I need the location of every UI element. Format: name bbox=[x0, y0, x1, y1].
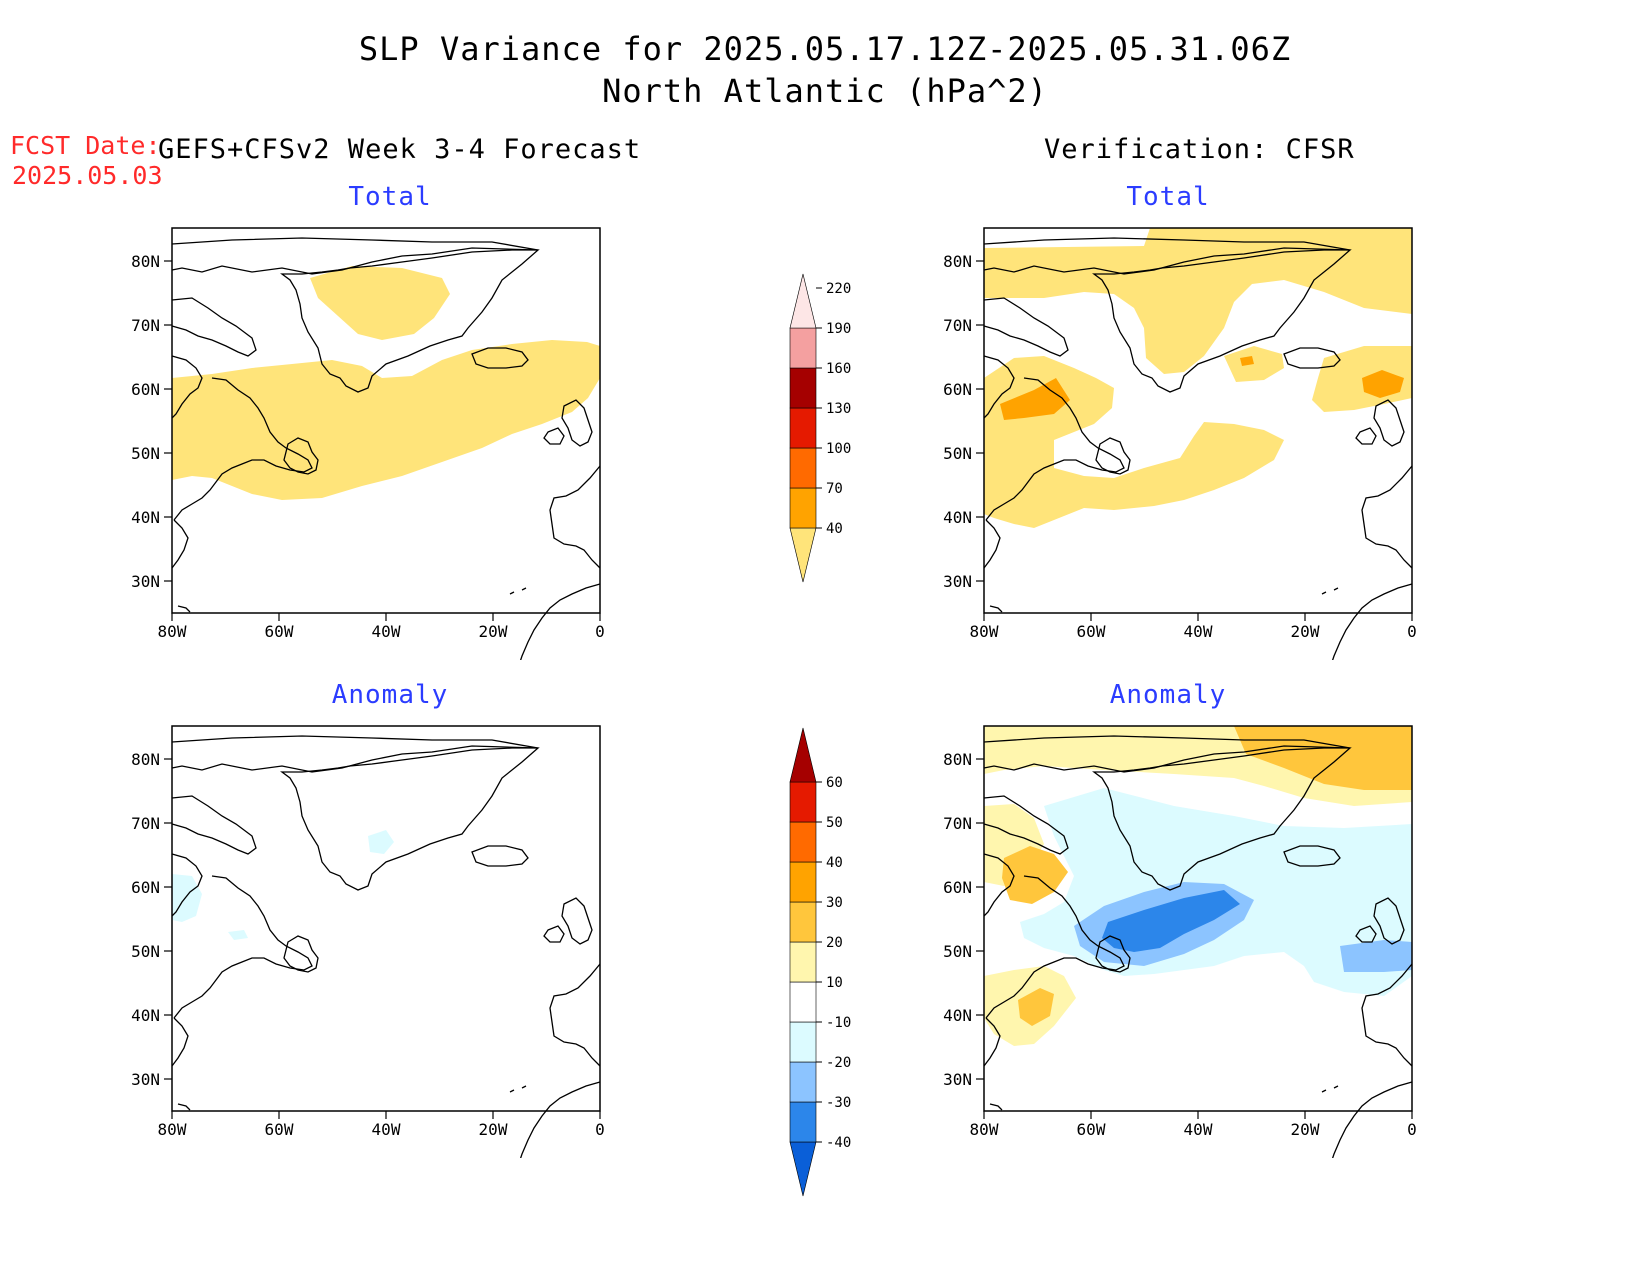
colorbar-segment bbox=[789, 821, 817, 863]
colorbar-segment bbox=[789, 447, 817, 489]
lat-tick-label: 50N bbox=[131, 444, 160, 463]
colorbar-label: 70 bbox=[826, 481, 843, 497]
forecast-header: GEFS+CFSv2 Week 3-4 Forecast bbox=[158, 134, 642, 165]
lon-tick-label: 20W bbox=[479, 622, 508, 641]
colorbar-segment bbox=[789, 941, 817, 983]
colorbar-label: -40 bbox=[826, 1135, 851, 1151]
lat-tick-label: 40N bbox=[943, 508, 972, 527]
lat-tick-label: 80N bbox=[131, 750, 160, 769]
lat-tick-label: 60N bbox=[943, 878, 972, 897]
colorbar-label: 30 bbox=[826, 895, 843, 911]
fcst-date-label: FCST Date: bbox=[10, 131, 161, 160]
lon-tick-label: 40W bbox=[372, 1120, 401, 1139]
colorbar-label: 220 bbox=[826, 281, 851, 297]
lon-tick-label: 0 bbox=[595, 1120, 605, 1139]
lat-tick-label: 30N bbox=[131, 572, 160, 591]
lon-tick-label: 60W bbox=[265, 622, 294, 641]
lon-tick-label: 0 bbox=[1407, 1120, 1417, 1139]
forecast-total-title: Total bbox=[348, 182, 432, 212]
lat-tick-label: 50N bbox=[131, 942, 160, 961]
verification-anomaly-map bbox=[983, 725, 1413, 1158]
main-subtitle: North Atlantic (hPa^2) bbox=[602, 72, 1048, 110]
colorbar-segment bbox=[789, 527, 817, 583]
fcst-date-value: 2025.05.03 bbox=[12, 161, 163, 190]
colorbar-segment bbox=[789, 1061, 817, 1103]
colorbar-segment bbox=[789, 781, 817, 823]
lon-tick-label: 80W bbox=[970, 1120, 999, 1139]
forecast-total-map bbox=[171, 227, 601, 660]
anomaly-colorbar: -40 -30 -20 -10 10 20 30 40 50 60 bbox=[789, 727, 851, 1197]
lat-tick-label: 40N bbox=[131, 508, 160, 527]
colorbar-label: 100 bbox=[826, 441, 851, 457]
total-colorbar: 40 70 100 130 160 190 220 bbox=[789, 273, 851, 583]
lon-tick-label: 40W bbox=[1184, 1120, 1213, 1139]
colorbar-segment bbox=[789, 407, 817, 449]
colorbar-label: 50 bbox=[826, 815, 843, 831]
colorbar-segment bbox=[789, 1021, 817, 1063]
verification-total-title: Total bbox=[1126, 182, 1210, 212]
colorbar-label: 40 bbox=[826, 521, 843, 537]
colorbar-label: 60 bbox=[826, 775, 843, 791]
lon-tick-label: 20W bbox=[479, 1120, 508, 1139]
lon-tick-label: 80W bbox=[158, 622, 187, 641]
lat-tick-label: 60N bbox=[131, 380, 160, 399]
lon-tick-label: 40W bbox=[1184, 622, 1213, 641]
colorbar-segment bbox=[789, 861, 817, 903]
forecast-anomaly-title: Anomaly bbox=[331, 680, 449, 710]
lon-tick-label: 80W bbox=[158, 1120, 187, 1139]
colorbar-label: -30 bbox=[826, 1095, 851, 1111]
lat-tick-label: 40N bbox=[943, 1006, 972, 1025]
lon-tick-label: 80W bbox=[970, 622, 999, 641]
colorbar-segment bbox=[789, 367, 817, 409]
lon-tick-label: 60W bbox=[1077, 622, 1106, 641]
lat-tick-label: 70N bbox=[131, 814, 160, 833]
colorbar-segment bbox=[789, 901, 817, 943]
colorbar-label: 130 bbox=[826, 401, 851, 417]
lat-tick-label: 80N bbox=[131, 252, 160, 271]
colorbar-segment bbox=[789, 273, 817, 329]
lat-tick-label: 40N bbox=[131, 1006, 160, 1025]
lat-tick-label: 30N bbox=[943, 572, 972, 591]
lat-tick-label: 50N bbox=[943, 444, 972, 463]
lat-tick-label: 70N bbox=[943, 316, 972, 335]
lat-tick-label: 60N bbox=[131, 878, 160, 897]
colorbar-label: -10 bbox=[826, 1015, 851, 1031]
colorbars: 40 70 100 130 160 190 220 -40 -30 -20 -10 10 20 30 40 5… bbox=[789, 273, 851, 1197]
lat-tick-label: 30N bbox=[131, 1070, 160, 1089]
lat-tick-label: 80N bbox=[943, 750, 972, 769]
lon-tick-label: 40W bbox=[372, 622, 401, 641]
verification-header: Verification: CFSR bbox=[1044, 134, 1355, 165]
lat-tick-label: 60N bbox=[943, 380, 972, 399]
verification-anomaly-title: Anomaly bbox=[1109, 680, 1227, 710]
colorbar-label: 20 bbox=[826, 935, 843, 951]
colorbar-segment bbox=[789, 327, 817, 369]
lat-tick-label: 70N bbox=[943, 814, 972, 833]
lat-tick-label: 70N bbox=[131, 316, 160, 335]
colorbar-label: -20 bbox=[826, 1055, 851, 1071]
colorbar-segment bbox=[789, 727, 817, 783]
main-title: SLP Variance for 2025.05.17.12Z-2025.05.… bbox=[358, 30, 1292, 68]
lon-tick-label: 20W bbox=[1291, 622, 1320, 641]
colorbar-segment bbox=[789, 1141, 817, 1197]
lon-tick-label: 60W bbox=[265, 1120, 294, 1139]
forecast-anomaly-map bbox=[171, 725, 601, 1158]
colorbar-segment bbox=[789, 981, 817, 1023]
lat-tick-label: 50N bbox=[943, 942, 972, 961]
colorbar-label: 160 bbox=[826, 361, 851, 377]
lon-tick-label: 0 bbox=[595, 622, 605, 641]
lon-tick-label: 20W bbox=[1291, 1120, 1320, 1139]
lat-tick-label: 80N bbox=[943, 252, 972, 271]
colorbar-label: 190 bbox=[826, 321, 851, 337]
verification-total-map bbox=[983, 227, 1413, 660]
lat-tick-label: 30N bbox=[943, 1070, 972, 1089]
colorbar-segment bbox=[789, 1101, 817, 1143]
lon-tick-label: 60W bbox=[1077, 1120, 1106, 1139]
colorbar-label: 10 bbox=[826, 975, 843, 991]
colorbar-label: 40 bbox=[826, 855, 843, 871]
lon-tick-label: 0 bbox=[1407, 622, 1417, 641]
colorbar-segment bbox=[789, 487, 817, 529]
